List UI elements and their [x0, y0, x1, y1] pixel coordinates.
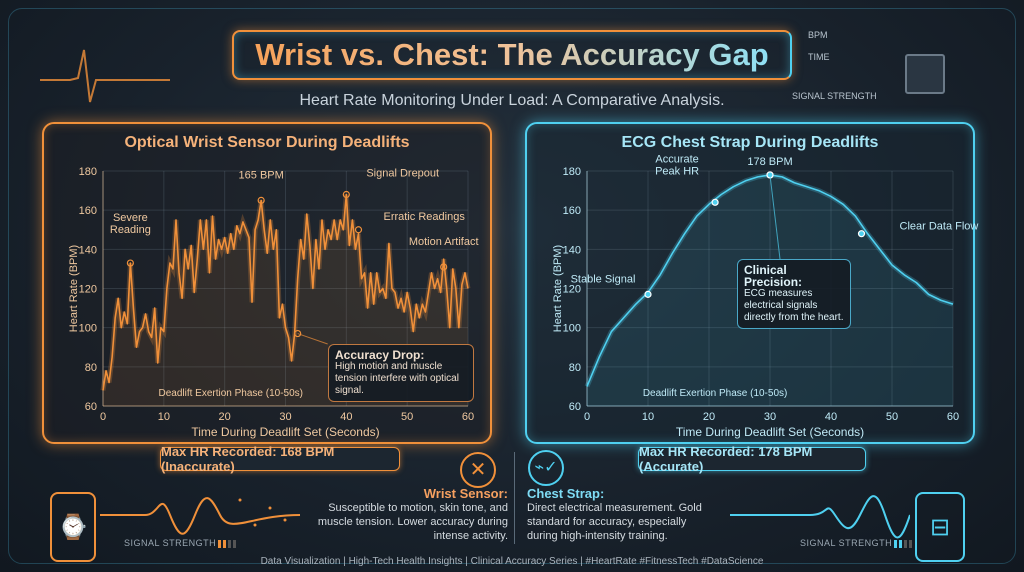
x-circle-icon: ✕	[460, 452, 496, 488]
x-tick-label: 10	[158, 411, 170, 423]
x-tick-label: 0	[100, 411, 106, 423]
clinical-precision-callout: Clinical Precision: ECG measures electric…	[737, 259, 851, 329]
y-tick-label: 100	[79, 323, 97, 335]
annotation-marker	[354, 226, 363, 234]
wrist-heading: Wrist Sensor:	[423, 486, 508, 501]
y-tick-label: 60	[569, 401, 581, 413]
phase-label: Deadlift Exertion Phase (10-50s)	[643, 388, 788, 399]
y-tick-label: 160	[563, 205, 581, 217]
page-title: Wrist vs. Chest: The Accuracy Gap	[255, 37, 769, 72]
y-tick-label: 160	[79, 205, 97, 217]
signal-label: SIGNAL STRENGTH	[124, 538, 217, 548]
annotation-marker	[257, 196, 265, 204]
callout-leader	[769, 174, 781, 260]
annotation-label: Motion Artifact	[409, 236, 479, 248]
x-tick-label: 40	[340, 411, 352, 423]
heartbeat-check-icon: ⌁✓	[528, 450, 564, 486]
signal-label: SIGNAL STRENGTH	[800, 538, 893, 548]
y-tick-label: 140	[79, 244, 97, 256]
annotation-label: Erratic Readings	[384, 211, 466, 223]
chip-icon	[905, 54, 945, 94]
chest-heading: Chest Strap:	[527, 486, 605, 501]
wrist-max-hr: Max HR Recorded: 168 BPM (Inaccurate)	[160, 444, 400, 474]
y-tick-label: 120	[79, 284, 97, 296]
callout-leader	[297, 333, 328, 345]
annotation-marker	[440, 263, 448, 271]
annotation-label: Stable Signal	[571, 273, 636, 285]
y-axis-label: Heart Rate (BPM)	[68, 245, 80, 332]
annotation-marker	[857, 230, 866, 238]
annotation-marker	[342, 190, 350, 199]
callout-title: Accuracy Drop:	[335, 348, 425, 362]
y-tick-label: 120	[563, 284, 581, 296]
noisy-signal-icon	[100, 497, 300, 535]
accuracy-drop-callout: Accuracy Drop: High motion and muscle ten…	[328, 344, 474, 402]
y-tick-label: 80	[569, 362, 581, 374]
chest-chart-title: ECG Chest Strap During Deadlifts	[621, 134, 879, 151]
page-subtitle: Heart Rate Monitoring Under Load: A Comp…	[299, 92, 725, 109]
wrist-chart-title: Optical Wrist Sensor During Deadlifts	[124, 134, 410, 151]
smartwatch-icon: ⌚	[50, 492, 96, 562]
x-tick-label: 50	[886, 411, 898, 423]
title-box: Wrist vs. Chest: The Accuracy Gap	[232, 30, 792, 80]
callout-text: ECG measures electrical signals directly…	[744, 288, 844, 323]
chest-strap-icon: ⊟	[915, 492, 965, 562]
ecg-decoration-icon	[40, 49, 170, 103]
annotation-marker	[711, 198, 719, 206]
wrist-signal-strength: SIGNAL STRENGTH	[124, 538, 237, 548]
outer-frame	[8, 8, 1016, 564]
clean-signal-icon	[730, 495, 910, 539]
x-tick-label: 30	[279, 411, 291, 423]
x-axis-label: Time During Deadlift Set (Seconds)	[676, 425, 864, 439]
chest-text: Direct electrical measurement. Gold stan…	[527, 502, 702, 542]
x-tick-label: 30	[764, 411, 776, 423]
divider	[514, 452, 515, 544]
hud-bpm: BPM	[808, 30, 828, 40]
x-tick-label: 20	[703, 411, 715, 423]
y-axis-label: Heart Rate (BPM)	[552, 245, 564, 332]
x-tick-label: 60	[947, 411, 959, 423]
chest-description: Chest Strap: Direct electrical measuremen…	[527, 487, 717, 543]
hud-signal: SIGNAL STRENGTH	[792, 91, 877, 101]
annotation-label: 165 BPM	[239, 169, 284, 181]
annotation-label: Reading	[110, 224, 151, 236]
y-tick-label: 180	[79, 166, 97, 178]
callout-text: High motion and muscle tension interfere…	[335, 361, 459, 396]
annotation-label: Severe	[113, 212, 148, 224]
phase-label: Deadlift Exertion Phase (10-50s)	[158, 388, 303, 399]
y-tick-label: 140	[563, 244, 581, 256]
x-tick-label: 0	[584, 411, 590, 423]
y-tick-label: 80	[85, 362, 97, 374]
chest-max-hr: Max HR Recorded: 178 BPM (Accurate)	[638, 444, 866, 474]
annotation-marker	[126, 259, 134, 267]
annotation-label: Signal Drepout	[366, 168, 439, 180]
annotation-marker	[644, 290, 652, 298]
annotation-marker	[294, 329, 302, 338]
wrist-text: Susceptible to motion, skin tone, and mu…	[317, 502, 508, 542]
y-tick-label: 60	[85, 401, 97, 413]
y-tick-label: 100	[563, 323, 581, 335]
series-line	[102, 193, 469, 391]
annotation-label: Accurate	[655, 153, 698, 165]
annotation-label: 178 BPM	[747, 156, 792, 168]
annotation-label: Peak HR	[655, 165, 699, 177]
annotation-label: Clear Data Flow	[900, 221, 979, 233]
y-tick-label: 180	[563, 166, 581, 178]
x-axis-label: Time During Deadlift Set (Seconds)	[191, 425, 379, 439]
x-tick-label: 20	[219, 411, 231, 423]
footer: Data Visualization | High-Tech Health In…	[260, 556, 764, 567]
x-tick-label: 60	[462, 411, 474, 423]
chest-signal-strength: SIGNAL STRENGTH	[800, 538, 913, 548]
x-tick-label: 10	[642, 411, 654, 423]
x-tick-label: 40	[825, 411, 837, 423]
x-tick-label: 50	[401, 411, 413, 423]
callout-title: Clinical Precision:	[744, 263, 803, 289]
hud-time: TIME	[808, 52, 830, 62]
wrist-description: Wrist Sensor: Susceptible to motion, skin…	[300, 487, 508, 543]
